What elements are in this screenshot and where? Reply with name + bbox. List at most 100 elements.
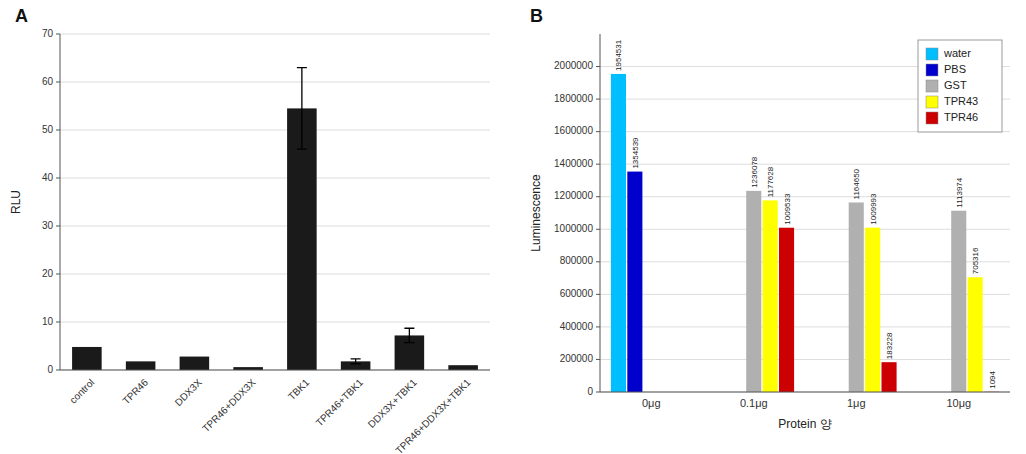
y-tick-label: 40 [42, 172, 54, 183]
bar [126, 361, 156, 370]
data-label: 705316 [971, 247, 980, 274]
x-tick-label: TPR46+DDX3X+TBK1 [393, 376, 473, 454]
x-axis [600, 392, 1010, 393]
x-tick-label: 10μg [946, 397, 971, 409]
grid-line [60, 226, 490, 227]
legend-swatch [926, 64, 938, 76]
y-tick [596, 229, 600, 230]
error-bar [351, 359, 361, 364]
y-axis [60, 34, 61, 370]
panel-label: A [15, 6, 28, 26]
y-tick [596, 131, 600, 132]
legend-swatch [926, 112, 938, 124]
panel-0: 010203040506070controlTPR46DDX3XTPR46+DD… [9, 6, 490, 454]
grid-line [60, 322, 490, 323]
y-axis [600, 34, 601, 392]
y-tick [596, 66, 600, 67]
grid-line [60, 82, 490, 83]
x-tick-label: 0μg [642, 397, 661, 409]
bar [180, 357, 210, 370]
y-tick [596, 359, 600, 360]
y-tick [56, 34, 60, 35]
y-tick [596, 261, 600, 262]
y-tick-label: 10 [42, 316, 54, 327]
bar [746, 191, 761, 392]
grid-line [60, 34, 490, 35]
data-label: 1177628 [766, 166, 775, 197]
y-tick-label: 1800000 [554, 93, 593, 104]
data-label: 1164650 [852, 168, 861, 199]
bar [763, 200, 778, 392]
y-tick [596, 294, 600, 295]
y-tick [596, 99, 600, 100]
grid-line [60, 370, 490, 371]
legend-entry: GST [944, 79, 967, 91]
data-label: 1113974 [955, 177, 964, 208]
y-tick-label: 2000000 [554, 60, 593, 71]
background [0, 0, 1026, 454]
panel-label: B [530, 6, 543, 26]
bar [849, 202, 864, 392]
x-tick-label: 1μg [847, 397, 866, 409]
grid-line [60, 178, 490, 179]
legend-swatch [926, 48, 938, 60]
x-tick-label: 0.1μg [740, 397, 768, 409]
x-tick-label: TPR46 [120, 376, 150, 406]
y-tick-label: 20 [42, 268, 54, 279]
grid-line [60, 274, 490, 275]
grid-line [600, 164, 1010, 165]
bar [865, 228, 880, 392]
legend-box [918, 40, 1002, 132]
bar [611, 74, 626, 392]
bar [72, 347, 102, 370]
legend-swatch [926, 96, 938, 108]
grid-line [60, 130, 490, 131]
grid-line [600, 229, 1010, 230]
bar [627, 172, 642, 392]
y-tick [56, 370, 60, 371]
legend-entry: TPR46 [944, 111, 978, 123]
y-tick [56, 82, 60, 83]
y-tick [596, 392, 600, 393]
y-tick [56, 226, 60, 227]
y-tick [56, 322, 60, 323]
error-bar [404, 328, 414, 342]
x-tick-label: TBK1 [286, 376, 312, 402]
y-tick-label: 50 [42, 124, 54, 135]
x-axis [60, 370, 490, 371]
bar [968, 277, 983, 392]
bar [448, 365, 478, 370]
x-tick-label: TPR46+DDX3X [200, 376, 258, 434]
bar [779, 228, 794, 392]
y-tick [56, 130, 60, 131]
data-label: 183228 [885, 332, 894, 359]
x-tick-label: DDX3X [173, 377, 205, 409]
y-tick-label: 1200000 [554, 190, 593, 201]
grid-line [600, 359, 1010, 360]
x-tick-label: control [67, 377, 96, 406]
y-axis-label: RLU [9, 190, 23, 214]
x-tick-label: TPR46+TBK1 [314, 376, 366, 428]
y-tick [56, 274, 60, 275]
bar [882, 362, 897, 392]
y-tick [596, 196, 600, 197]
y-tick [596, 326, 600, 327]
y-tick-label: 70 [42, 28, 54, 39]
legend-entry: PBS [944, 63, 966, 75]
grid-line [600, 261, 1010, 262]
data-label: 1094 [988, 370, 997, 388]
data-label: 1954531 [614, 39, 623, 71]
figure: 010203040506070controlTPR46DDX3XTPR46+DD… [0, 0, 1026, 454]
y-axis-label: Luminescence [529, 174, 543, 252]
grid-line [600, 326, 1010, 327]
y-tick [56, 178, 60, 179]
legend: waterPBSGSTTPR43TPR46 [918, 40, 1002, 132]
data-label: 1236078 [750, 156, 759, 188]
y-tick-label: 200000 [560, 353, 594, 364]
y-tick-label: 1600000 [554, 125, 593, 136]
grid-line [600, 196, 1010, 197]
y-tick-label: 1400000 [554, 158, 593, 169]
y-tick-label: 0 [587, 386, 593, 397]
y-tick [596, 164, 600, 165]
plot-area [72, 68, 478, 370]
